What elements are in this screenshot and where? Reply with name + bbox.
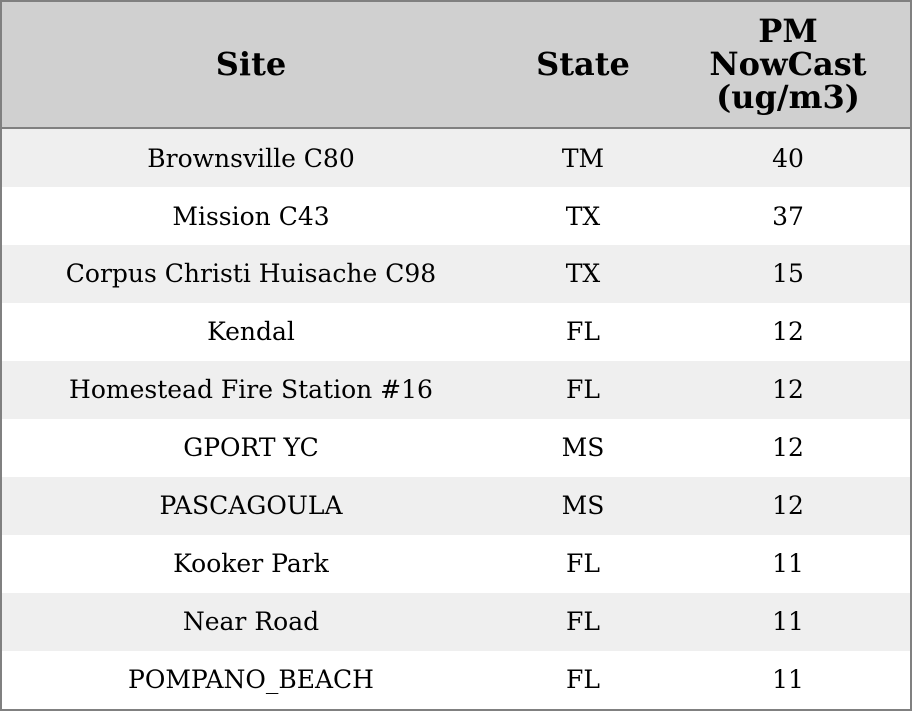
table-row: Homestead Fire Station #16 FL 12	[2, 360, 910, 419]
table-cell: TM	[500, 128, 666, 188]
table-cell: Kendal	[2, 302, 500, 361]
table-cell: MS	[500, 476, 666, 535]
table-row: POMPANO_BEACH FL 11	[2, 650, 910, 709]
table-cell: PASCAGOULA	[2, 476, 500, 535]
table-cell: MS	[500, 418, 666, 477]
column-header: Site	[2, 2, 500, 129]
table-cell: FL	[500, 302, 666, 361]
header-row: Site State PM NowCast (ug/m3)	[2, 2, 910, 129]
table-cell: 37	[666, 187, 910, 245]
table-cell: FL	[500, 534, 666, 593]
table-cell: Brownsville C80	[2, 128, 500, 188]
table-cell: TX	[500, 245, 666, 303]
table-cell: GPORT YC	[2, 418, 500, 477]
table-cell: Near Road	[2, 592, 500, 651]
table-row: Brownsville C80 TM 40	[2, 128, 910, 188]
table-cell: Corpus Christi Huisache C98	[2, 245, 500, 303]
table-cell: Mission C43	[2, 187, 500, 245]
table-cell: FL	[500, 360, 666, 419]
table-cell: 12	[666, 418, 910, 477]
table-cell: FL	[500, 592, 666, 651]
table-body: Brownsville C80 TM 40 Mission C43 TX 37 Corpus…	[2, 128, 910, 709]
table-row: Kooker Park FL 11	[2, 534, 910, 593]
table-cell: 11	[666, 650, 910, 709]
table-row: Kendal FL 12	[2, 302, 910, 361]
table-cell: 11	[666, 534, 910, 593]
table-cell: 12	[666, 476, 910, 535]
column-header: State	[500, 2, 666, 129]
table-cell: 40	[666, 128, 910, 188]
table-cell: POMPANO_BEACH	[2, 650, 500, 709]
table-cell: TX	[500, 187, 666, 245]
table-cell: Kooker Park	[2, 534, 500, 593]
table-row: Near Road FL 11	[2, 592, 910, 651]
table-cell: 11	[666, 592, 910, 651]
table-cell: FL	[500, 650, 666, 709]
table-cell: 12	[666, 360, 910, 419]
table-row: PASCAGOULA MS 12	[2, 476, 910, 535]
table-header: Site State PM NowCast (ug/m3)	[2, 2, 910, 129]
table-cell: Homestead Fire Station #16	[2, 360, 500, 419]
table-row: Mission C43 TX 37	[2, 187, 910, 245]
column-header: PM NowCast (ug/m3)	[666, 2, 910, 129]
table-cell: 12	[666, 302, 910, 361]
table-row: Corpus Christi Huisache C98 TX 15	[2, 245, 910, 303]
table-row: GPORT YC MS 12	[2, 418, 910, 477]
table-cell: 15	[666, 245, 910, 303]
